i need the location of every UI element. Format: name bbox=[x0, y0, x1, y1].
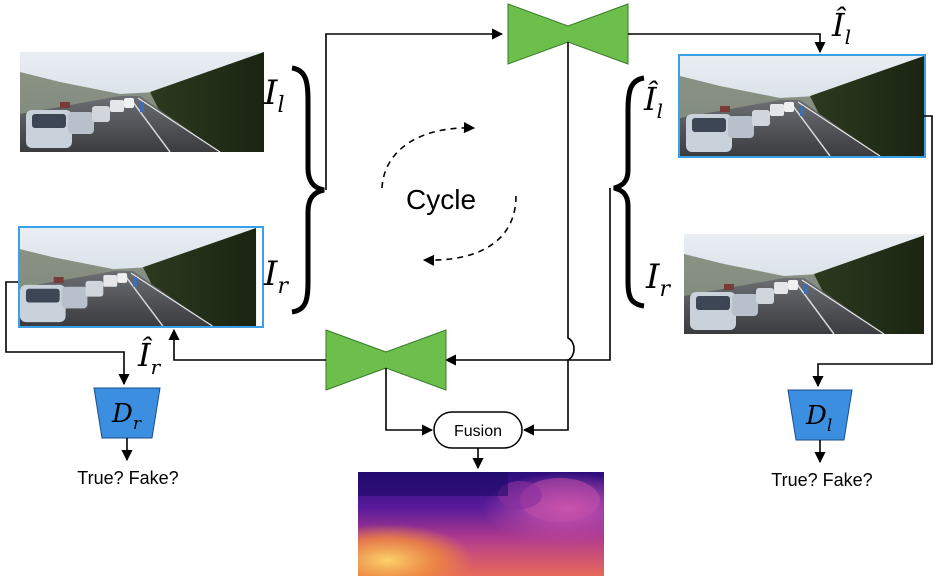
cycle-arc-bottom bbox=[422, 195, 517, 266]
arrow-to-top-generator bbox=[325, 28, 504, 190]
right-brace bbox=[613, 75, 645, 309]
left-discriminator-label: Dr bbox=[111, 399, 142, 434]
right-discriminator bbox=[787, 389, 853, 441]
arrow-bottom-gen-to-left bbox=[168, 328, 326, 361]
cycle-arc-top bbox=[381, 122, 476, 189]
top-gen-to-fusion-line bbox=[522, 42, 575, 436]
right-image-top bbox=[678, 54, 926, 158]
label-I-r-right: Ir bbox=[645, 257, 671, 302]
label-I-r: Ir bbox=[263, 254, 289, 299]
fusion-label: Fusion bbox=[454, 423, 502, 440]
label-Ihat-l-top: Îl bbox=[831, 6, 851, 49]
left-image-bottom bbox=[18, 226, 264, 328]
right-verdict: True? Fake? bbox=[771, 470, 872, 490]
cycle-label: Cycle bbox=[406, 184, 476, 215]
right-discriminator-label: Dl bbox=[805, 401, 832, 436]
left-verdict: True? Fake? bbox=[77, 468, 178, 488]
top-generator bbox=[507, 3, 629, 65]
left-image-top bbox=[20, 52, 264, 152]
left-discriminator bbox=[93, 387, 161, 439]
arrow-top-gen-to-right bbox=[628, 33, 826, 54]
right-image-bottom bbox=[683, 234, 924, 334]
arrow-to-right-discriminator bbox=[812, 115, 933, 388]
arrow-to-left-discriminator bbox=[5, 281, 130, 386]
arrow-to-bottom-generator bbox=[444, 188, 611, 366]
bottom-generator bbox=[325, 329, 447, 391]
label-Ihat-r: Îr bbox=[137, 336, 162, 379]
left-brace bbox=[291, 65, 325, 315]
label-Ihat-l-mid: Îl bbox=[643, 80, 663, 123]
label-I-l: Il bbox=[263, 73, 284, 118]
bottom-gen-to-fusion bbox=[385, 368, 434, 436]
depth-map bbox=[358, 472, 604, 576]
